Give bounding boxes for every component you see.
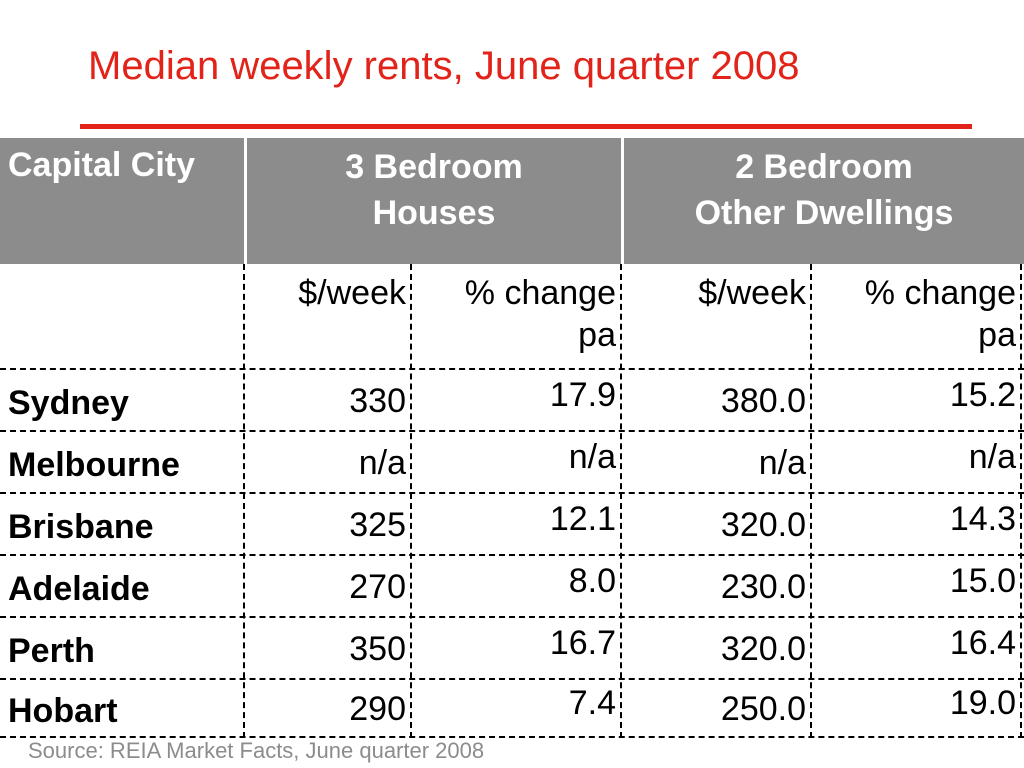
cell-other-week: 320.0 bbox=[720, 506, 806, 544]
row-divider bbox=[0, 616, 1024, 618]
cell-houses-week: 270 bbox=[349, 568, 406, 606]
column-divider bbox=[810, 264, 812, 738]
column-divider bbox=[620, 264, 622, 738]
cell-other-change: 15.0 bbox=[949, 562, 1016, 600]
column-divider bbox=[243, 264, 245, 738]
header-houses-line2: Houses bbox=[372, 194, 496, 232]
cell-houses-week: n/a bbox=[358, 444, 406, 482]
cell-other-week: 230.0 bbox=[720, 568, 806, 606]
row-city-adelaide: Adelaide bbox=[8, 570, 150, 608]
header-other-line2: Other Dwellings bbox=[694, 194, 954, 232]
row-divider bbox=[0, 368, 1024, 370]
cell-houses-week: 325 bbox=[349, 506, 406, 544]
cell-other-week: n/a bbox=[758, 444, 806, 482]
subheader-other-change-line2: pa bbox=[978, 316, 1016, 354]
row-city-sydney: Sydney bbox=[8, 384, 129, 422]
cell-houses-week: 350 bbox=[349, 630, 406, 668]
subheader-houses-change-line1: % change bbox=[464, 274, 616, 312]
subheader-houses-week: $/week bbox=[298, 274, 406, 312]
cell-houses-change: 7.4 bbox=[568, 684, 616, 722]
cell-other-change: 19.0 bbox=[949, 684, 1016, 722]
header-houses-line1: 3 Bedroom bbox=[345, 148, 523, 186]
cell-other-week: 250.0 bbox=[720, 690, 806, 728]
header-capital-city: Capital City bbox=[0, 138, 244, 264]
header-divider bbox=[621, 138, 624, 264]
column-divider bbox=[1020, 264, 1022, 738]
cell-other-change: 14.3 bbox=[949, 500, 1016, 538]
row-city-hobart: Hobart bbox=[8, 692, 118, 730]
row-divider bbox=[0, 492, 1024, 494]
subheader-houses-change: % change pa bbox=[414, 272, 616, 356]
header-divider bbox=[244, 138, 247, 264]
row-divider bbox=[0, 554, 1024, 556]
cell-other-week: 320.0 bbox=[720, 630, 806, 668]
cell-houses-change: n/a bbox=[568, 438, 616, 476]
cell-houses-week: 330 bbox=[349, 382, 406, 420]
page-title: Median weekly rents, June quarter 2008 bbox=[88, 44, 800, 88]
cell-houses-change: 16.7 bbox=[549, 624, 616, 662]
table-bottom-border bbox=[0, 736, 1024, 738]
cell-other-change: n/a bbox=[968, 438, 1016, 476]
cell-houses-week: 290 bbox=[349, 690, 406, 728]
header-3-bedroom-houses: 3 Bedroom Houses bbox=[247, 138, 621, 264]
source-note: Source: REIA Market Facts, June quarter … bbox=[28, 738, 485, 763]
cell-houses-change: 17.9 bbox=[549, 376, 616, 414]
cell-houses-change: 12.1 bbox=[549, 500, 616, 538]
subheader-other-change-line1: % change bbox=[864, 274, 1016, 312]
rents-table: Capital City 3 Bedroom Houses 2 Bedroom … bbox=[0, 138, 1024, 738]
cell-other-change: 16.4 bbox=[949, 624, 1016, 662]
row-divider bbox=[0, 678, 1024, 680]
header-other-line1: 2 Bedroom bbox=[735, 148, 913, 186]
subheader-other-change: % change pa bbox=[814, 272, 1016, 356]
subheader-other-week: $/week bbox=[698, 274, 806, 312]
title-underline bbox=[80, 124, 972, 129]
column-divider bbox=[410, 264, 412, 738]
cell-other-week: 380.0 bbox=[720, 382, 806, 420]
cell-other-change: 15.2 bbox=[949, 376, 1016, 414]
row-city-melbourne: Melbourne bbox=[8, 446, 180, 484]
subheader-houses-change-line2: pa bbox=[578, 316, 616, 354]
header-2-bedroom-other: 2 Bedroom Other Dwellings bbox=[624, 138, 1024, 264]
row-city-brisbane: Brisbane bbox=[8, 508, 154, 546]
row-city-perth: Perth bbox=[8, 632, 95, 670]
cell-houses-change: 8.0 bbox=[568, 562, 616, 600]
row-divider bbox=[0, 430, 1024, 432]
